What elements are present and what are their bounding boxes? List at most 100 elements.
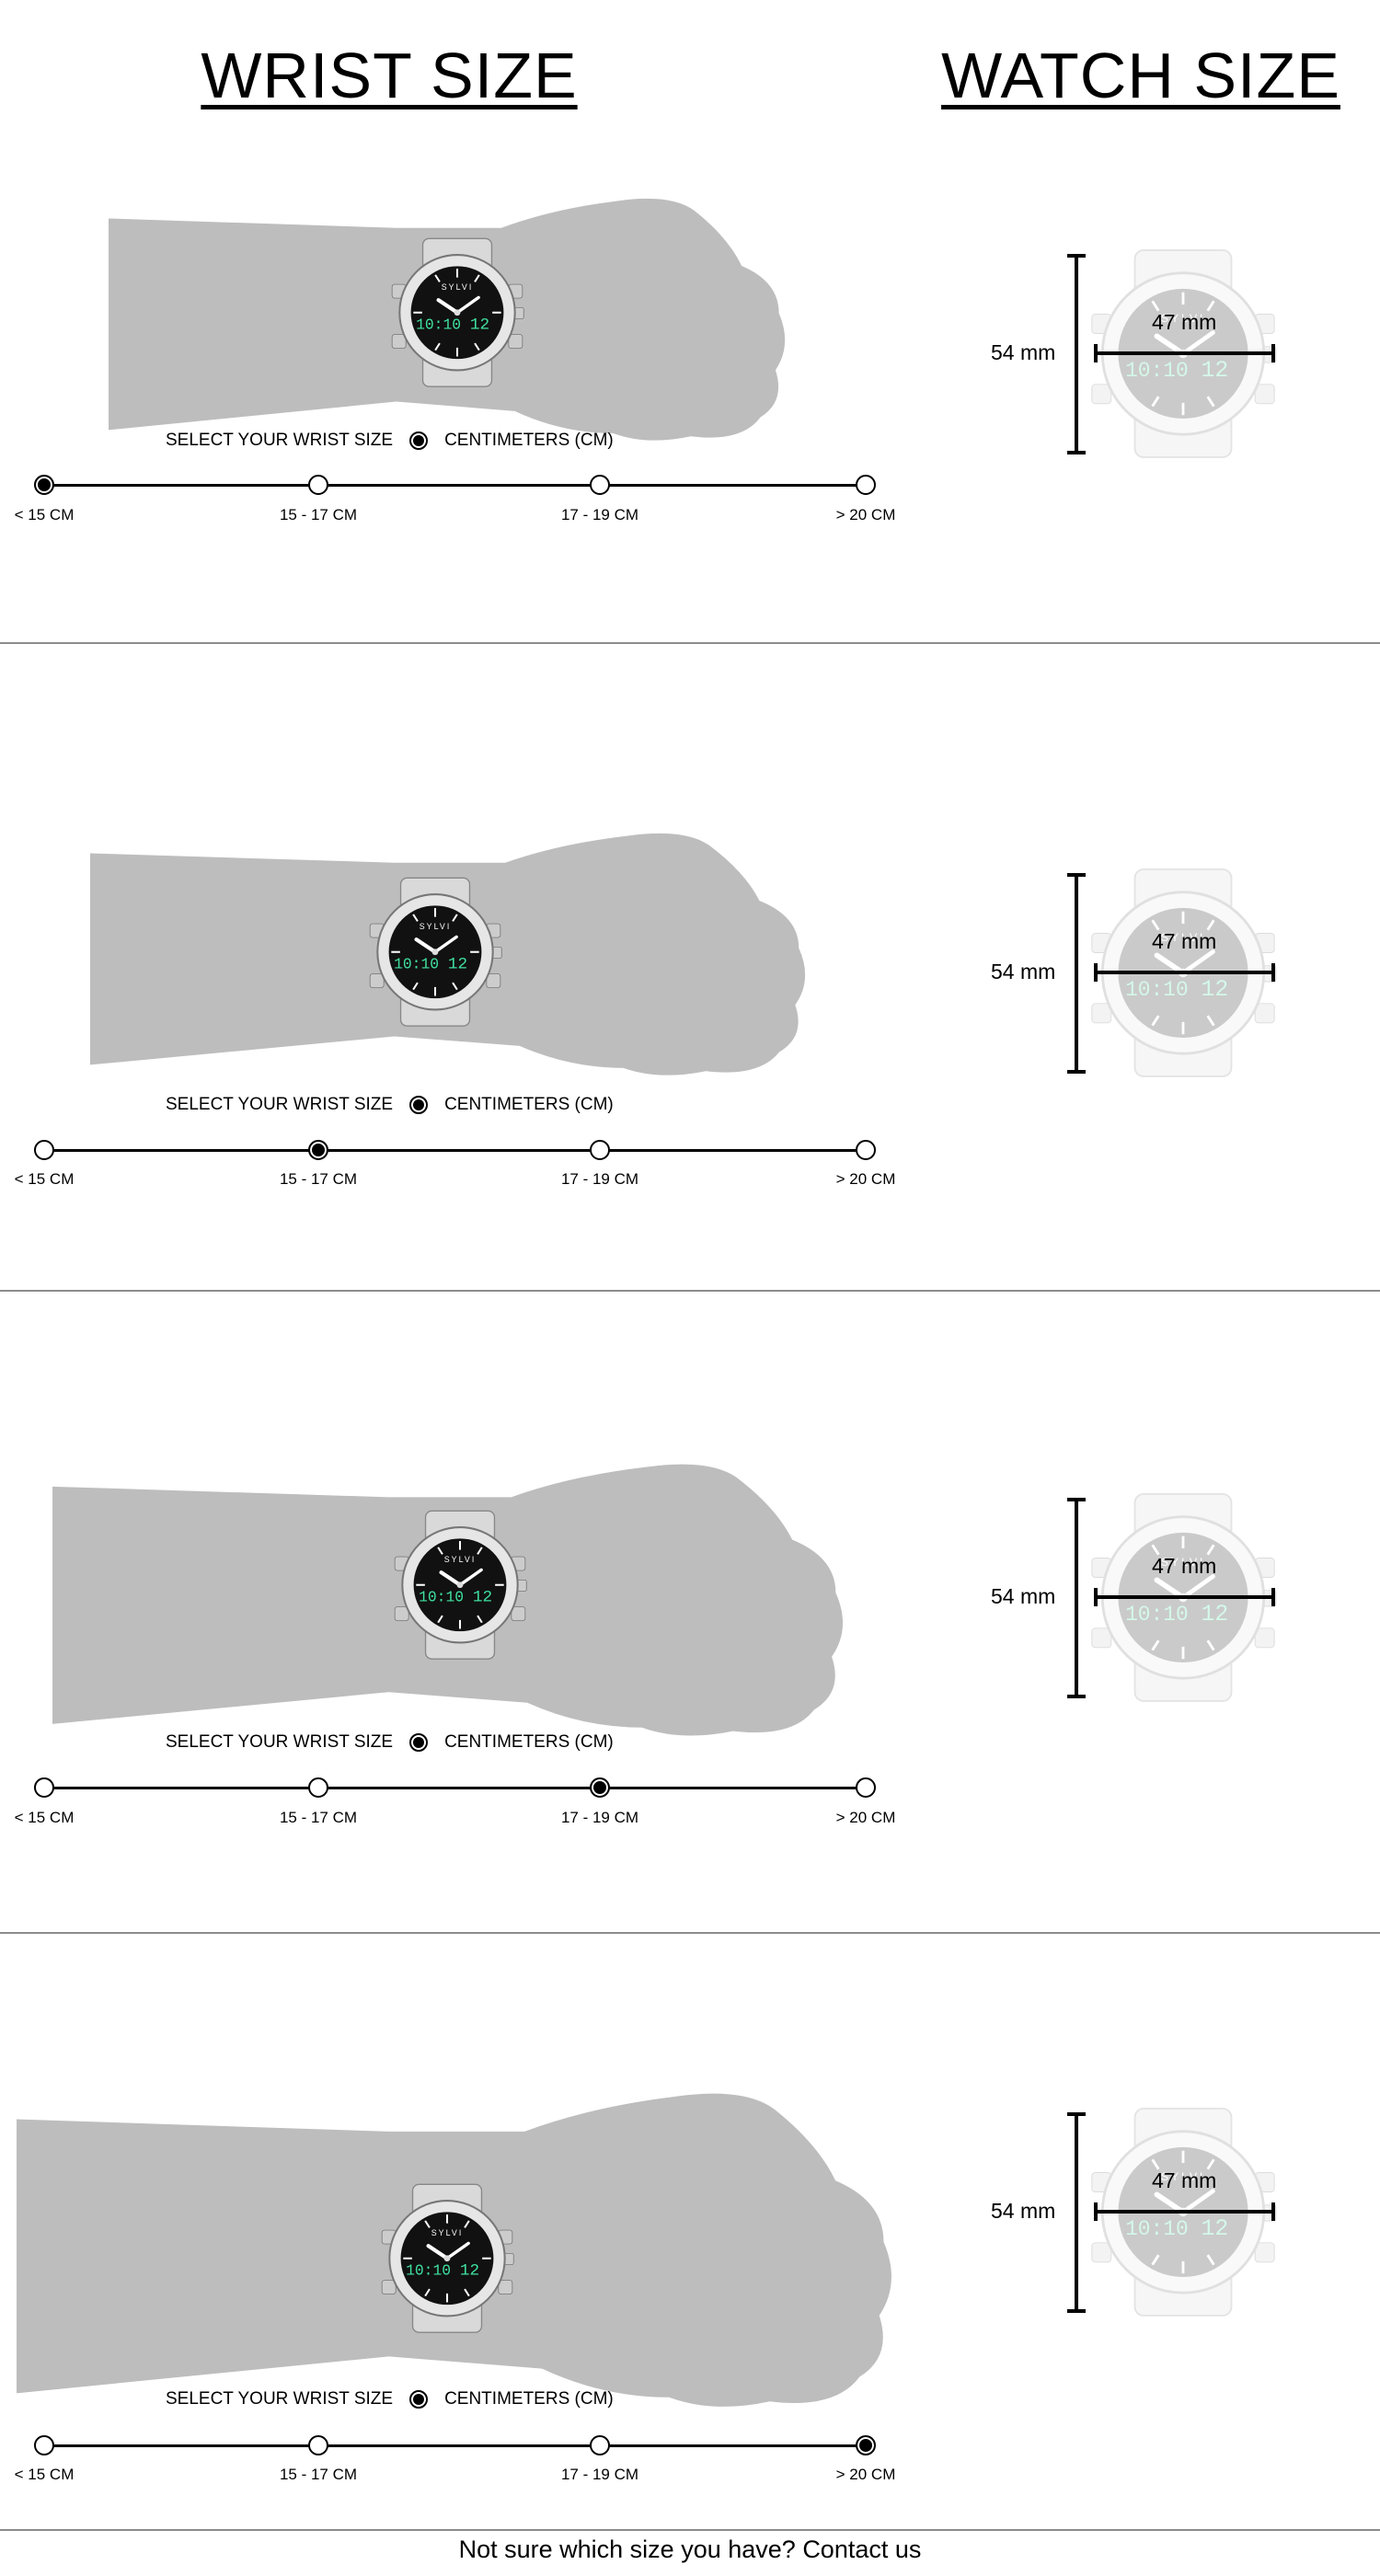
width-dimension-line bbox=[1096, 1595, 1273, 1599]
size-option-2[interactable] bbox=[308, 1140, 328, 1160]
watch-size-heading: WATCH SIZE bbox=[941, 40, 1340, 111]
select-wrist-size-row: SELECT YOUR WRIST SIZE CENTIMETERS (CM) bbox=[166, 1095, 614, 1115]
select-wrist-size-row: SELECT YOUR WRIST SIZE CENTIMETERS (CM) bbox=[166, 2389, 614, 2409]
dimension-cap bbox=[1271, 1588, 1275, 1606]
footer-text: Not sure which size you have? bbox=[458, 2536, 796, 2563]
divider bbox=[0, 2529, 1380, 2531]
size-option-1[interactable] bbox=[34, 475, 54, 495]
height-measurement: 54 mm bbox=[991, 2199, 1056, 2223]
svg-text:12: 12 bbox=[1201, 977, 1228, 1003]
wrist-size-heading: WRIST SIZE bbox=[201, 40, 578, 111]
svg-text:12: 12 bbox=[1201, 358, 1228, 384]
unit-radio[interactable] bbox=[409, 1096, 429, 1114]
svg-text:10:10: 10:10 bbox=[394, 956, 439, 973]
dimension-cap bbox=[1271, 344, 1275, 362]
dimension-cap bbox=[1067, 2112, 1086, 2116]
select-label: SELECT YOUR WRIST SIZE bbox=[166, 431, 394, 450]
dimension-cap bbox=[1067, 1070, 1086, 1074]
select-label: SELECT YOUR WRIST SIZE bbox=[166, 2389, 394, 2409]
svg-text:SYLVI: SYLVI bbox=[1161, 931, 1205, 944]
height-measurement: 54 mm bbox=[991, 1584, 1056, 1608]
svg-text:SYLVI: SYLVI bbox=[420, 922, 452, 931]
svg-text:12: 12 bbox=[448, 956, 467, 974]
svg-text:10:10: 10:10 bbox=[419, 1589, 464, 1606]
size-option-label: > 20 CM bbox=[835, 1809, 896, 1826]
watch-icon: SYLVI 10:10 12 bbox=[394, 1510, 527, 1661]
size-slider-track[interactable] bbox=[44, 1149, 866, 1152]
unit-label: CENTIMETERS (CM) bbox=[444, 1732, 614, 1752]
select-label: SELECT YOUR WRIST SIZE bbox=[166, 1095, 394, 1114]
size-option-3[interactable] bbox=[590, 2435, 610, 2455]
svg-text:12: 12 bbox=[1201, 1602, 1228, 1627]
width-measurement: 47 mm bbox=[1152, 929, 1217, 953]
size-option-1[interactable] bbox=[34, 1777, 54, 1798]
unit-radio[interactable] bbox=[409, 2390, 429, 2409]
select-label: SELECT YOUR WRIST SIZE bbox=[166, 1732, 394, 1752]
dimension-cap bbox=[1094, 344, 1098, 362]
dimension-cap bbox=[1271, 963, 1275, 982]
size-option-1[interactable] bbox=[34, 2435, 54, 2455]
size-option-2[interactable] bbox=[308, 1777, 328, 1798]
size-option-2[interactable] bbox=[308, 2435, 328, 2455]
size-slider-track[interactable] bbox=[44, 2444, 866, 2447]
svg-text:SYLVI: SYLVI bbox=[442, 282, 474, 292]
svg-text:SYLVI: SYLVI bbox=[1161, 312, 1205, 325]
size-option-label: > 20 CM bbox=[835, 2466, 896, 2483]
dimension-cap bbox=[1067, 254, 1086, 258]
wrist-watch: SYLVI 10:10 12 bbox=[391, 1510, 529, 1661]
dimension-cap bbox=[1094, 963, 1098, 982]
svg-text:10:10: 10:10 bbox=[416, 316, 461, 334]
size-option-2[interactable] bbox=[308, 475, 328, 495]
height-dimension-line bbox=[1075, 1500, 1078, 1696]
size-option-4[interactable] bbox=[856, 2435, 876, 2455]
size-option-label: < 15 CM bbox=[14, 506, 75, 523]
size-option-label: < 15 CM bbox=[14, 2466, 75, 2483]
size-option-label: 17 - 19 CM bbox=[560, 506, 639, 523]
divider bbox=[0, 1290, 1380, 1292]
height-measurement: 54 mm bbox=[991, 960, 1056, 983]
size-option-label: 15 - 17 CM bbox=[279, 1809, 358, 1826]
select-wrist-size-row: SELECT YOUR WRIST SIZE CENTIMETERS (CM) bbox=[166, 1732, 614, 1753]
wrist-watch: SYLVI 10:10 12 bbox=[366, 877, 504, 1028]
svg-text:SYLVI: SYLVI bbox=[1161, 2170, 1205, 2183]
svg-text:10:10: 10:10 bbox=[1125, 2217, 1189, 2241]
contact-us-link[interactable]: Contact us bbox=[802, 2536, 922, 2563]
size-option-4[interactable] bbox=[856, 475, 876, 495]
height-measurement: 54 mm bbox=[991, 340, 1056, 364]
size-option-4[interactable] bbox=[856, 1777, 876, 1798]
size-option-label: 15 - 17 CM bbox=[279, 2466, 358, 2483]
unit-radio[interactable] bbox=[409, 431, 429, 450]
width-measurement: 47 mm bbox=[1152, 2168, 1217, 2192]
wrist-watch: SYLVI 10:10 12 bbox=[388, 237, 526, 388]
dimension-cap bbox=[1067, 2309, 1086, 2313]
unit-label: CENTIMETERS (CM) bbox=[444, 2389, 614, 2409]
watch-icon: SYLVI 10:10 12 bbox=[369, 877, 502, 1028]
size-option-label: 17 - 19 CM bbox=[560, 1809, 639, 1826]
size-option-3[interactable] bbox=[590, 1777, 610, 1798]
width-dimension-line bbox=[1096, 971, 1273, 974]
width-measurement: 47 mm bbox=[1152, 1554, 1217, 1578]
dimension-cap bbox=[1067, 873, 1086, 877]
select-wrist-size-row: SELECT YOUR WRIST SIZE CENTIMETERS (CM) bbox=[166, 431, 614, 451]
unit-radio[interactable] bbox=[409, 1733, 429, 1752]
svg-text:12: 12 bbox=[470, 316, 489, 335]
size-option-label: > 20 CM bbox=[835, 1170, 896, 1188]
size-option-label: < 15 CM bbox=[14, 1809, 75, 1826]
size-option-3[interactable] bbox=[590, 475, 610, 495]
size-option-label: 15 - 17 CM bbox=[279, 506, 358, 523]
size-option-3[interactable] bbox=[590, 1140, 610, 1160]
size-slider-track[interactable] bbox=[44, 484, 866, 487]
size-option-4[interactable] bbox=[856, 1140, 876, 1160]
svg-text:10:10: 10:10 bbox=[1125, 359, 1189, 383]
size-option-label: > 20 CM bbox=[835, 506, 896, 523]
dimension-cap bbox=[1067, 1695, 1086, 1698]
svg-text:SYLVI: SYLVI bbox=[444, 1555, 477, 1564]
dimension-cap bbox=[1094, 2202, 1098, 2221]
width-measurement: 47 mm bbox=[1152, 310, 1217, 334]
size-option-1[interactable] bbox=[34, 1140, 54, 1160]
size-slider-track[interactable] bbox=[44, 1787, 866, 1789]
svg-text:12: 12 bbox=[1201, 2216, 1228, 2242]
divider bbox=[0, 642, 1380, 644]
svg-text:10:10: 10:10 bbox=[406, 2262, 451, 2280]
height-dimension-line bbox=[1075, 256, 1078, 453]
